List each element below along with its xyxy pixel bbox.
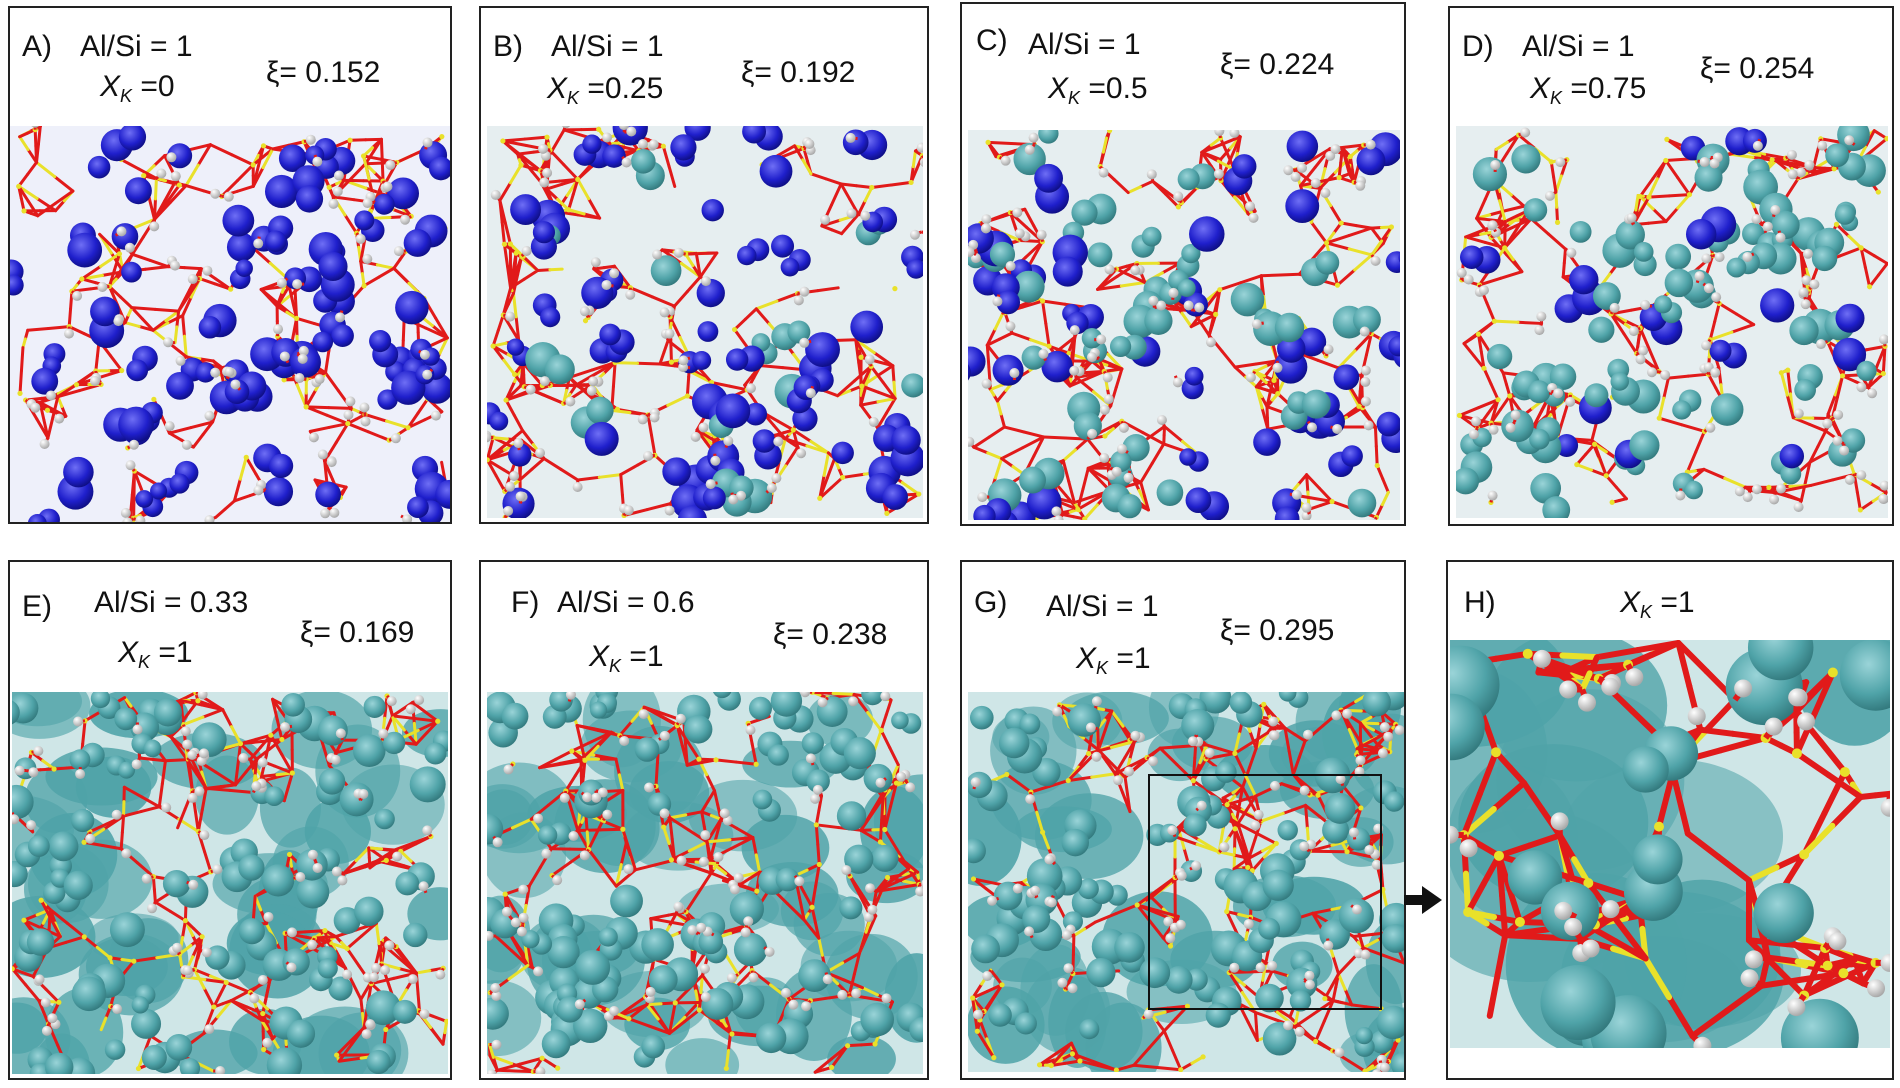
- panel-label: H): [1464, 586, 1496, 619]
- panel-label: F): [511, 586, 540, 619]
- xk-fraction: XK =1: [1620, 586, 1695, 622]
- xi-value: ξ= 0.152: [266, 56, 381, 89]
- zoomed-snapshot: [1450, 640, 1890, 1048]
- zoom-arrow-icon: [1404, 886, 1442, 914]
- xk-fraction: XK =1: [118, 636, 193, 672]
- panel-h: H) XK =1: [1446, 560, 1894, 1080]
- panel-a: A) Al/Si = 1 XK =0 ξ= 0.152: [8, 6, 452, 524]
- panel-f: F) Al/Si = 0.6 XK =1 ξ= 0.238: [479, 560, 929, 1080]
- simulation-snapshot: [968, 130, 1400, 520]
- panel-g: G) Al/Si = 1 XK =1 ξ= 0.295: [960, 560, 1406, 1080]
- xk-fraction: XK =0.5: [1048, 72, 1148, 108]
- panel-label: D): [1462, 30, 1494, 63]
- xk-fraction: XK =1: [589, 640, 664, 676]
- panel-label: E): [22, 590, 52, 623]
- al-si-ratio: Al/Si = 0.33: [94, 586, 249, 619]
- xi-value: ξ= 0.254: [1700, 52, 1815, 85]
- xi-value: ξ= 0.224: [1220, 48, 1335, 81]
- al-si-ratio: Al/Si = 1: [1028, 28, 1141, 61]
- xi-value: ξ= 0.238: [773, 618, 888, 651]
- simulation-snapshot: [487, 126, 923, 518]
- panel-label: A): [22, 30, 52, 63]
- simulation-snapshot: [1456, 126, 1888, 518]
- xi-value: ξ= 0.295: [1220, 614, 1335, 647]
- xi-value: ξ= 0.169: [300, 616, 415, 649]
- simulation-snapshot: [12, 692, 448, 1074]
- al-si-ratio: Al/Si = 0.6: [557, 586, 695, 619]
- panel-b: B) Al/Si = 1 XK =0.25 ξ= 0.192: [479, 6, 929, 524]
- al-si-ratio: Al/Si = 1: [1522, 30, 1635, 63]
- al-si-ratio: Al/Si = 1: [80, 30, 193, 63]
- xk-fraction: XK =0: [100, 70, 175, 106]
- simulation-snapshot: [968, 692, 1404, 1072]
- al-si-ratio: Al/Si = 1: [551, 30, 664, 63]
- xk-fraction: XK =1: [1076, 642, 1151, 678]
- xk-fraction: XK =0.25: [547, 72, 664, 108]
- panel-c: C) Al/Si = 1 XK =0.5 ξ= 0.224: [960, 2, 1406, 526]
- simulation-snapshot: [10, 126, 450, 522]
- simulation-snapshot: [487, 692, 923, 1074]
- panel-label: G): [974, 586, 1008, 619]
- xk-fraction: XK =0.75: [1530, 72, 1647, 108]
- xi-value: ξ= 0.192: [741, 56, 856, 89]
- al-si-ratio: Al/Si = 1: [1046, 590, 1159, 623]
- panel-d: D) Al/Si = 1 XK =0.75 ξ= 0.254: [1448, 6, 1894, 526]
- panel-label: C): [976, 24, 1008, 57]
- panel-label: B): [493, 30, 523, 63]
- panel-e: E) Al/Si = 0.33 XK =1 ξ= 0.169: [8, 560, 452, 1080]
